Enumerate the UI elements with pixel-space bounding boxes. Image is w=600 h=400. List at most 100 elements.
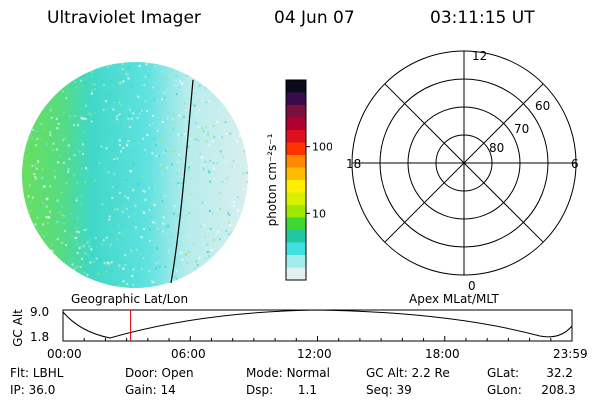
speckle-dot: [93, 65, 96, 68]
speckle-dot: [113, 274, 116, 277]
speckle-dot: [29, 266, 31, 268]
speckle-dot: [28, 184, 31, 187]
speckle-dot: [122, 124, 125, 127]
speckle-dot: [238, 125, 241, 128]
speckle-dot: [129, 125, 131, 128]
speckle-dot: [56, 89, 59, 92]
speckle-dot: [154, 118, 157, 121]
speckle-dot: [143, 190, 146, 193]
speckle-dot: [80, 245, 83, 248]
speckle-dot: [46, 143, 48, 146]
speckle-dot: [117, 284, 120, 287]
speckle-dot: [122, 146, 125, 149]
speckle-dot: [119, 264, 122, 267]
speckle-dot: [56, 62, 59, 63]
speckle-dot: [37, 233, 40, 236]
speckle-dot: [228, 181, 231, 184]
speckle-dot: [249, 167, 251, 169]
speckle-dot: [42, 253, 45, 256]
speckle-dot: [223, 275, 226, 278]
speckle-dot: [78, 247, 81, 250]
speckle-dot: [232, 160, 235, 163]
speckle-dot: [75, 196, 78, 199]
speckle-dot: [38, 86, 41, 89]
speckle-dot: [213, 239, 215, 242]
speckle-dot: [122, 280, 125, 283]
speckle-dot: [118, 101, 121, 104]
speckle-dot: [50, 116, 53, 119]
speckle-dot: [185, 253, 187, 256]
speckle-dot: [55, 57, 57, 59]
timeline-x-tick-0: 00:00: [47, 347, 82, 361]
speckle-dot: [201, 156, 204, 159]
lat-label-70: 70: [514, 122, 529, 136]
speckle-dot: [189, 137, 192, 140]
colorbar-ticks: 100 10: [306, 141, 332, 220]
speckle-dot: [151, 122, 154, 125]
speckle-dot: [114, 208, 116, 211]
speckle-dot: [230, 84, 233, 87]
speckle-dot: [176, 172, 179, 175]
speckle-dot: [167, 249, 170, 252]
speckle-dot: [42, 262, 45, 265]
speckle-dot: [165, 118, 167, 121]
speckle-dot: [231, 165, 234, 168]
speckle-dot: [244, 56, 246, 58]
speckle-dot: [23, 274, 26, 277]
speckle-dot: [60, 205, 63, 208]
speckle-dot: [204, 86, 207, 89]
speckle-dot: [140, 245, 143, 248]
speckle-dot: [77, 124, 79, 127]
speckle-dot: [241, 125, 244, 128]
speckle-dot: [178, 153, 180, 156]
speckle-dot: [130, 284, 133, 287]
speckle-dot: [144, 287, 147, 288]
speckle-dot: [214, 267, 217, 270]
speckle-dot: [193, 253, 195, 255]
speckle-dot: [43, 262, 46, 265]
speckle-dot: [91, 89, 93, 92]
speckle-dot: [35, 87, 38, 90]
speckle-dot: [130, 249, 133, 252]
speckle-dot: [231, 245, 234, 248]
speckle-dot: [232, 166, 235, 169]
speckle-dot: [132, 189, 135, 192]
speckle-dot: [238, 261, 241, 264]
speckle-dot: [37, 160, 40, 162]
speckle-dot: [29, 223, 32, 226]
disk-emission-fill: [22, 62, 248, 288]
speckle-dot: [187, 250, 190, 253]
speckle-dot: [37, 232, 39, 235]
speckle-dot: [199, 58, 201, 60]
speckle-dot: [219, 191, 222, 194]
speckle-dot: [53, 284, 56, 287]
speckle-dot: [154, 64, 157, 67]
speckle-dot: [226, 69, 229, 72]
speckle-dot: [201, 201, 204, 204]
speckle-dot: [88, 239, 91, 242]
speckle-dot: [222, 253, 225, 256]
speckle-dot: [47, 215, 50, 218]
speckle-dot: [213, 287, 216, 288]
speckle-dot: [143, 211, 145, 214]
speckle-dot: [202, 130, 205, 133]
colorbar-stripe: [286, 230, 306, 243]
speckle-dot: [79, 203, 82, 206]
info-door-value: Open: [161, 366, 194, 380]
speckle-dot: [156, 77, 159, 80]
speckle-dot: [18, 71, 20, 73]
speckle-dot: [81, 84, 84, 87]
mlt-label-top: 12: [472, 49, 487, 63]
speckle-dot: [120, 150, 122, 153]
speckle-dot: [75, 265, 78, 268]
speckle-dot: [123, 234, 126, 237]
speckle-dot: [216, 121, 219, 123]
speckle-dot: [245, 79, 248, 82]
speckle-dot: [112, 108, 115, 111]
speckle-dot: [73, 268, 76, 271]
speckle-dot: [205, 205, 208, 208]
speckle-dot: [19, 66, 21, 68]
speckle-dot: [166, 148, 169, 151]
speckle-dot: [87, 99, 90, 102]
info-flt-value: LBHL: [32, 366, 64, 380]
